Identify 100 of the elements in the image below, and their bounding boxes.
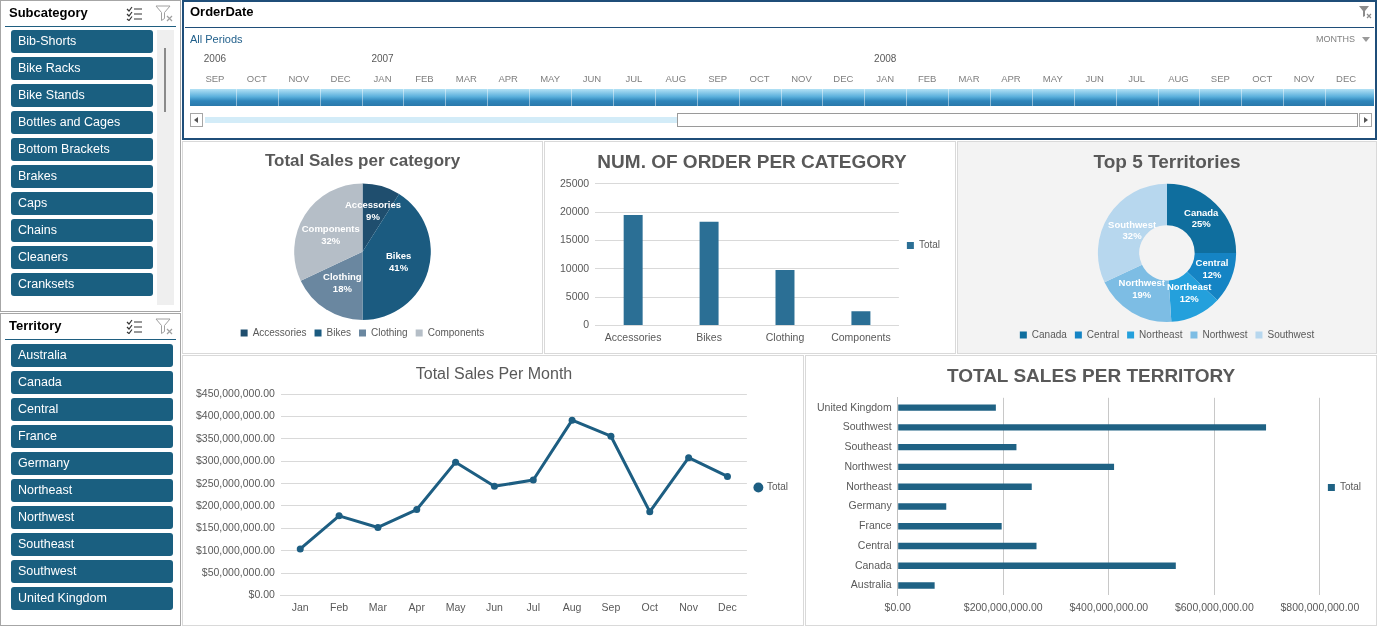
bar (775, 269, 795, 325)
chart-title: NUM. OF ORDER PER CATEGORY (597, 150, 907, 172)
y-tick-label: $50,000,000.00 (201, 565, 275, 578)
slicer-button: Caps (11, 192, 153, 215)
data-label: 32% (321, 234, 341, 246)
category-label: OCT (1252, 72, 1273, 85)
y-tick-label: 25000 (559, 176, 590, 189)
category-label: NOV (288, 72, 310, 85)
chart-title: Top 5 Territories (1093, 150, 1241, 172)
y-tick-label: 0 (583, 318, 590, 331)
slice-label: Northwest (1118, 277, 1166, 289)
x-tick-label: Jun (485, 600, 504, 613)
legend-label: Northwest (1202, 328, 1248, 340)
legend-label: Southwest (1267, 328, 1315, 340)
point (335, 512, 343, 520)
y-tick-label: Central (857, 538, 892, 551)
text: 2008 (874, 53, 897, 64)
slicer-button: United Kingdom (11, 587, 173, 610)
x-tick-label: $0.00 (884, 600, 912, 613)
text: MONTHS (1316, 33, 1355, 45)
data-label: 12% (1179, 292, 1200, 304)
slice-label: Components (301, 223, 360, 235)
data-label: 41% (389, 261, 409, 273)
category-label: MAR (958, 72, 980, 85)
bar (699, 221, 719, 325)
chart-title: TOTAL SALES PER TERRITORY (946, 364, 1236, 386)
category-label: JUN (582, 72, 602, 85)
slicer-button: Northeast (11, 479, 173, 502)
category-label: SEP (205, 72, 225, 85)
y-tick-label: $400,000,000.00 (196, 409, 275, 422)
x-tick-label: Clothing (765, 330, 805, 343)
point (685, 454, 693, 462)
x-tick-label: Oct (641, 600, 659, 613)
x-tick-label: Components (831, 330, 891, 343)
data-label: 9% (366, 210, 381, 222)
point (374, 523, 382, 531)
x-tick-label: Dec (718, 600, 737, 613)
x-tick-label: $400,000,000.00 (1069, 600, 1149, 613)
category-label: JUL (1128, 72, 1146, 85)
y-tick-label: 10000 (559, 261, 590, 274)
y-tick-label: $350,000,000.00 (196, 431, 275, 444)
slicer-button: Bottles and Cages (11, 111, 153, 134)
category-label: NOV (1293, 72, 1315, 85)
legend-label: Total (918, 239, 940, 251)
legend-label: Total (766, 481, 788, 493)
slicer-button: Central (11, 398, 173, 421)
y-tick-label: Southwest (842, 420, 892, 433)
category-label: AUG (1168, 72, 1189, 85)
category-label: FEB (415, 72, 434, 85)
x-tick-label: $200,000,000.00 (963, 600, 1043, 613)
y-tick-label: United Kingdom (816, 400, 892, 413)
slicer-button: Canada (11, 371, 173, 394)
category-label: JUL (625, 72, 643, 85)
y-tick-label: 15000 (559, 233, 590, 246)
text: Territory (9, 318, 62, 334)
category-label: DEC (330, 72, 351, 85)
y-tick-label: $300,000,000.00 (196, 454, 275, 467)
slicer-button: Bike Stands (11, 84, 153, 107)
x-tick-label: Nov (679, 600, 699, 613)
point (413, 506, 421, 514)
category-label: DEC (833, 72, 854, 85)
slice-label: Southwest (1108, 218, 1157, 230)
legend-label: Total (1339, 481, 1361, 493)
category-label: JAN (876, 72, 895, 85)
slicer-button: Chains (11, 219, 153, 242)
text: 2007 (371, 53, 394, 64)
slicer-button: Australia (11, 344, 173, 367)
slicer-button: Cleaners (11, 246, 153, 269)
category-label: OCT (749, 72, 770, 85)
legend-label: Central (1086, 328, 1120, 340)
bar (623, 214, 643, 325)
slicer-button: Bike Racks (11, 57, 153, 80)
x-tick-label: Mar (368, 600, 388, 613)
data-label: 12% (1202, 268, 1223, 280)
chart-title: Total Sales per category (264, 150, 461, 170)
x-tick-label: Apr (408, 600, 426, 613)
y-tick-label: Canada (854, 558, 892, 571)
category-label: JUN (1085, 72, 1104, 85)
data-label: 25% (1191, 218, 1212, 230)
x-tick-label: Sep (601, 600, 621, 613)
category-label: OCT (246, 72, 267, 85)
slice-label: Clothing (323, 271, 362, 283)
point (607, 432, 615, 440)
legend-label: Northeast (1139, 328, 1183, 340)
y-tick-label: 20000 (559, 205, 590, 218)
slicer-button: Cranksets (11, 273, 153, 296)
slicer-button: Bib-Shorts (11, 30, 153, 53)
data-label: 18% (332, 282, 353, 294)
x-tick-label: $800,000,000.00 (1280, 600, 1360, 613)
y-tick-label: $450,000,000.00 (196, 387, 275, 400)
y-tick-label: Germany (848, 499, 893, 512)
y-tick-label: Australia (850, 578, 892, 591)
text: OrderDate (190, 4, 254, 20)
x-tick-label: Jul (526, 600, 540, 613)
category-label: MAY (540, 72, 561, 85)
legend-label: Canada (1031, 328, 1068, 340)
slicer-button: Southeast (11, 533, 173, 556)
text: All Periods (190, 32, 243, 46)
x-tick-label: $600,000,000.00 (1174, 600, 1254, 613)
x-tick-label: Feb (330, 600, 349, 613)
